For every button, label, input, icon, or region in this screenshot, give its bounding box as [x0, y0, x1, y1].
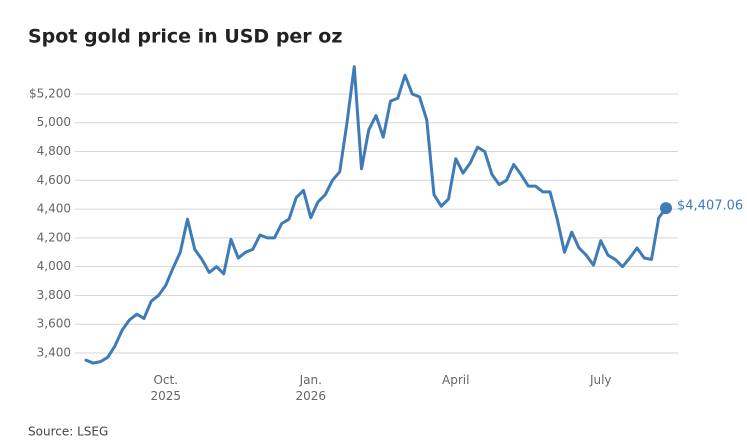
y-tick-label: 3,600 — [37, 317, 71, 331]
y-tick-label: 4,000 — [37, 259, 71, 273]
y-tick-label: $5,200 — [29, 86, 71, 100]
y-tick-label: 3,400 — [37, 346, 71, 360]
y-tick-label: 4,200 — [37, 230, 71, 244]
price-line — [84, 65, 668, 365]
y-tick-label: 4,400 — [37, 202, 71, 216]
x-tick-label: April — [442, 373, 469, 387]
y-tick-label: 4,800 — [37, 144, 71, 158]
y-tick-label: 3,800 — [37, 288, 71, 302]
y-tick-label: 5,000 — [37, 115, 71, 129]
source: Source: LSEG — [28, 425, 108, 439]
chart-title: Spot gold price in USD per oz — [28, 26, 342, 48]
x-tick-label: Jan. 2026 — [295, 373, 326, 403]
y-tick-label: 4,600 — [37, 173, 71, 187]
value-label: $4,407.06 — [677, 199, 743, 214]
x-tick-label: July — [589, 373, 612, 387]
end-point — [660, 202, 672, 215]
x-tick-label: Oct. 2025 — [150, 373, 181, 403]
